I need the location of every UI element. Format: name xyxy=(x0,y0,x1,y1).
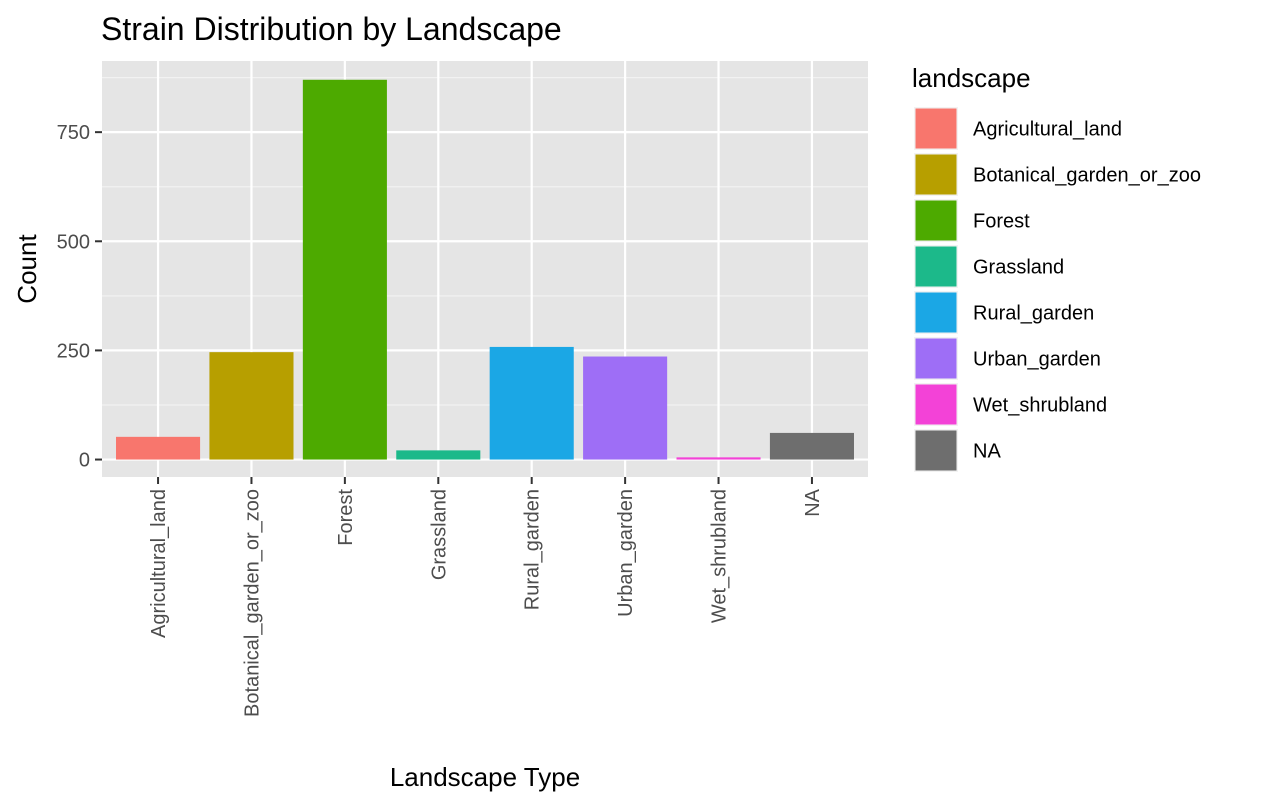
legend-swatch xyxy=(915,430,957,471)
chart-title: Strain Distribution by Landscape xyxy=(101,11,562,47)
x-tick-label: Grassland xyxy=(428,489,450,580)
legend-swatch xyxy=(915,384,957,425)
x-tick-label: NA xyxy=(802,488,824,516)
legend-label: NA xyxy=(973,441,1001,463)
bar-forest xyxy=(302,79,387,460)
y-tick-label: 500 xyxy=(57,231,90,253)
bar-botanical-garden-or-zoo xyxy=(209,352,294,460)
legend-label: Forest xyxy=(973,211,1030,233)
legend-label: Rural_garden xyxy=(973,303,1094,325)
y-axis-label: Count xyxy=(12,234,42,304)
bar-wet-shrubland xyxy=(676,457,761,460)
legend-label: Grassland xyxy=(973,257,1064,279)
legend-title: landscape xyxy=(912,63,1031,93)
x-tick-label: Urban_garden xyxy=(615,489,637,617)
legend-swatch xyxy=(915,200,957,241)
bar-agricultural-land xyxy=(116,436,201,460)
x-tick-label: Rural_garden xyxy=(522,489,544,610)
y-tick-label: 750 xyxy=(57,122,90,144)
bar-urban-garden xyxy=(583,356,668,460)
legend-label: Agricultural_land xyxy=(973,119,1122,141)
legend-swatch xyxy=(915,108,957,149)
legend-label: Urban_garden xyxy=(973,349,1101,371)
legend-swatch xyxy=(915,246,957,287)
y-tick-label: 250 xyxy=(57,340,90,362)
bar-rural-garden xyxy=(489,346,574,460)
legend-label: Botanical_garden_or_zoo xyxy=(973,165,1201,187)
legend-swatch xyxy=(915,154,957,195)
legend: Agricultural_land Botanical_garden_or_zoo… xyxy=(914,107,1201,472)
bar-na xyxy=(769,432,854,460)
legend-swatch xyxy=(915,292,957,333)
bar-grassland xyxy=(396,450,481,460)
axes: 0 250 500 750 Agricultural_land Botanical_gar… xyxy=(57,122,824,717)
x-axis-label: Landscape Type xyxy=(390,762,580,792)
bars xyxy=(116,79,854,460)
x-tick-label: Agricultural_land xyxy=(148,489,170,638)
x-tick-label: Wet_shrubland xyxy=(709,489,731,623)
legend-label: Wet_shrubland xyxy=(973,395,1107,417)
x-tick-label: Botanical_garden_or_zoo xyxy=(241,489,263,717)
x-tick-label: Forest xyxy=(335,489,357,546)
y-tick-label: 0 xyxy=(79,450,90,472)
legend-swatch xyxy=(915,338,957,379)
